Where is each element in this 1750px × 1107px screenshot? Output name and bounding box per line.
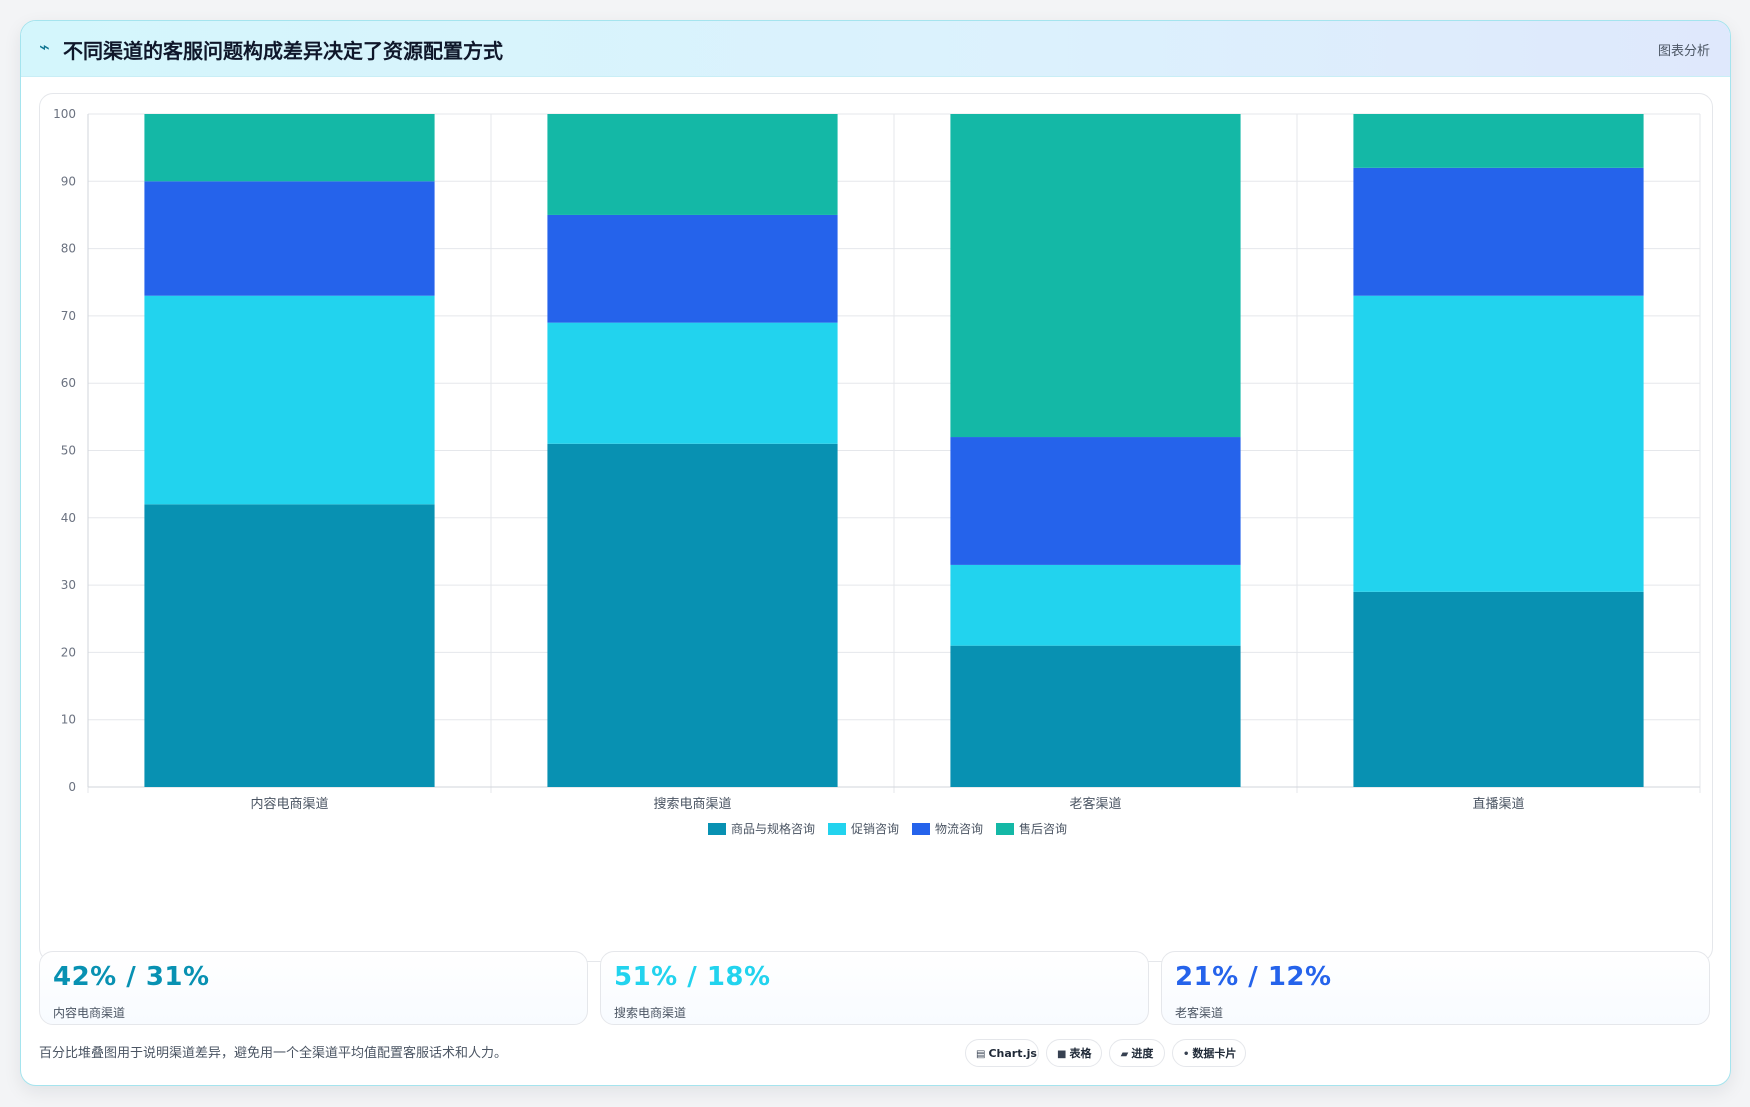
bar-segment	[1353, 295, 1644, 592]
y-tick-label: 90	[61, 174, 76, 188]
chart-card: ⌁ 不同渠道的客服问题构成差异决定了资源配置方式 图表分析 0 10 20 30 40 5…	[20, 20, 1731, 1086]
chip-progress[interactable]: ▰ 进度	[1109, 1039, 1165, 1067]
progress-icon: ▰	[1120, 1049, 1129, 1060]
bar-segment	[1353, 167, 1644, 296]
chip-table[interactable]: ■ 表格	[1046, 1039, 1102, 1067]
stat-value: 51% / 18%	[614, 962, 771, 992]
legend-swatch	[996, 823, 1014, 835]
bar-segment	[950, 114, 1241, 438]
bar-segment	[950, 564, 1241, 646]
y-tick-label: 40	[61, 511, 76, 525]
chip-label: 进度	[1131, 1047, 1154, 1060]
x-tick-label: 内容电商渠道	[250, 796, 328, 812]
y-tick-label: 80	[61, 242, 76, 256]
legend-label: 商品与规格咨询	[731, 821, 815, 836]
stat-label: 内容电商渠道	[53, 1006, 126, 1020]
chip-label: Chart.js	[988, 1047, 1037, 1060]
chip-data-card[interactable]: • 数据卡片	[1172, 1039, 1246, 1067]
legend-label: 售后咨询	[1019, 821, 1067, 836]
chip-label: 数据卡片	[1192, 1047, 1237, 1060]
bar-segment	[144, 504, 435, 787]
stacked-bar-chart: 0 10 20 30 40 50 60 70 80 90 100 内容电商渠道 搜索电商渠道 老客渠道 直播…	[53, 107, 1701, 836]
y-tick-label: 60	[61, 376, 76, 390]
x-tick-label: 搜索电商渠道	[653, 797, 731, 812]
legend-label: 促销咨询	[851, 821, 899, 836]
legend-swatch	[708, 823, 726, 835]
chip-chartjs[interactable]: ▤ Chart.js	[965, 1039, 1039, 1067]
x-tick-label: 直播渠道	[1472, 797, 1524, 812]
y-tick-label: 100	[53, 107, 76, 121]
legend-swatch	[912, 823, 930, 835]
footer-note: 百分比堆叠图用于说明渠道差异，避免用一个全渠道平均值配置客服话术和人力。	[39, 1046, 508, 1061]
stat-value: 21% / 12%	[1175, 962, 1332, 992]
y-tick-label: 30	[61, 578, 76, 592]
bar-segment	[1353, 114, 1644, 168]
trend-wave-icon: ⌁	[39, 37, 50, 58]
bar-segment	[1353, 591, 1644, 787]
stat-card-content-commerce: 42% / 31% 内容电商渠道	[39, 951, 588, 1025]
chart-title: 不同渠道的客服问题构成差异决定了资源配置方式	[63, 39, 503, 63]
chip-label: 表格	[1069, 1047, 1092, 1060]
y-tick-label: 20	[61, 645, 76, 659]
bar-segment	[144, 295, 435, 505]
bar-segment	[144, 114, 435, 182]
card-icon: •	[1183, 1049, 1190, 1060]
stat-card-search-commerce: 51% / 18% 搜索电商渠道	[600, 951, 1149, 1025]
y-tick-label: 70	[61, 309, 76, 323]
stat-label: 搜索电商渠道	[614, 1006, 687, 1020]
chart-panel: 0 10 20 30 40 50 60 70 80 90 100 内容电商渠道 搜索电商渠道 老客渠道 直播…	[39, 93, 1713, 962]
bar-segment	[547, 114, 838, 215]
x-tick-label: 老客渠道	[1069, 796, 1121, 812]
bar-segment	[547, 214, 838, 323]
bar-segment	[950, 645, 1241, 787]
y-tick-label: 0	[68, 780, 76, 794]
bar-segment	[950, 437, 1241, 565]
legend-label: 物流咨询	[935, 821, 983, 836]
table-icon: ■	[1057, 1049, 1067, 1060]
card-header: ⌁ 不同渠道的客服问题构成差异决定了资源配置方式 图表分析	[21, 21, 1730, 77]
stat-card-returning-customers: 21% / 12% 老客渠道	[1161, 951, 1710, 1025]
bar-segment	[144, 181, 435, 296]
bar-segment	[547, 322, 838, 444]
y-tick-label: 50	[61, 444, 76, 458]
y-tick-label: 10	[61, 713, 76, 727]
header-tag: 图表分析	[1657, 44, 1710, 59]
stat-label: 老客渠道	[1175, 1006, 1224, 1020]
legend-swatch	[828, 823, 846, 835]
bar-segment	[547, 443, 838, 787]
stat-value: 42% / 31%	[53, 962, 210, 992]
chart-icon: ▤	[976, 1049, 986, 1060]
